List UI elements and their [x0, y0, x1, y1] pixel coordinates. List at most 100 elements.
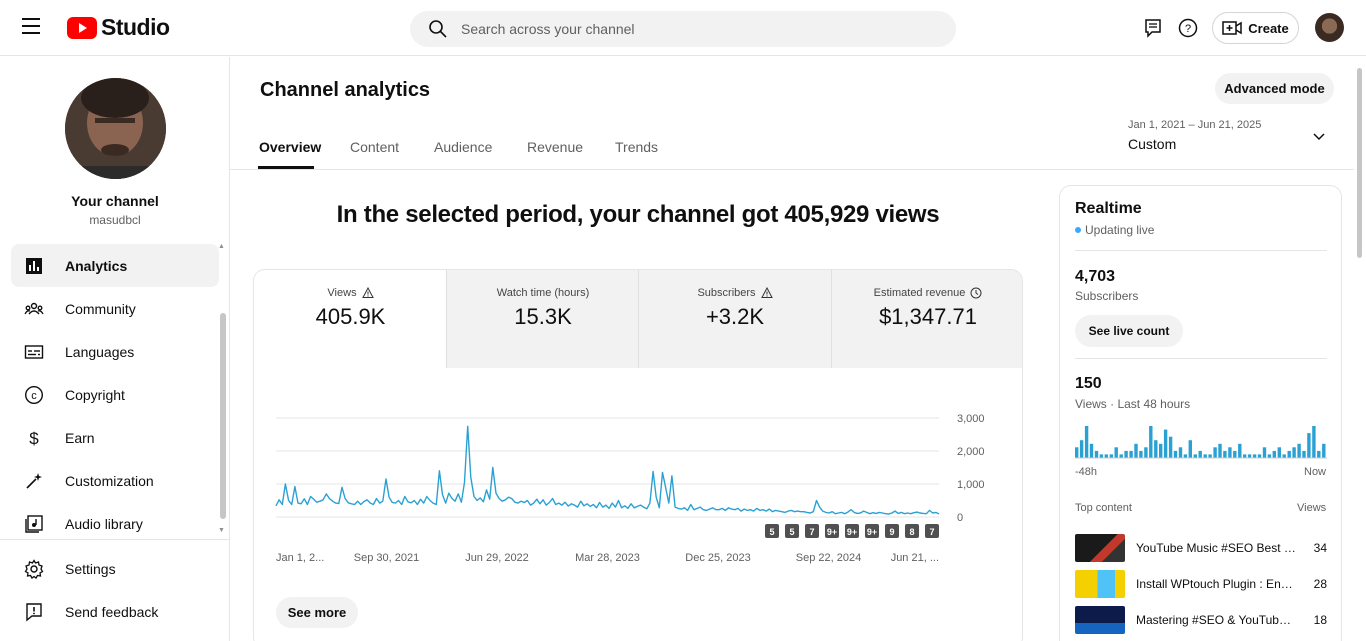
hamburger-menu-icon[interactable] [22, 18, 46, 38]
metric-views[interactable]: Views 405.9K [254, 270, 447, 368]
metric-subscribers[interactable]: Subscribers +3.2K [638, 270, 831, 368]
see-more-button[interactable]: See more [276, 597, 358, 628]
realtime-bar[interactable] [1312, 426, 1316, 458]
annotation-badge[interactable] [905, 524, 919, 538]
realtime-bar[interactable] [1084, 426, 1089, 458]
annotation-badge[interactable] [805, 524, 819, 538]
tab-revenue[interactable]: Revenue [527, 139, 584, 155]
realtime-bar[interactable] [1124, 450, 1128, 458]
realtime-bar[interactable] [1297, 443, 1301, 458]
realtime-bar[interactable] [1144, 447, 1148, 458]
realtime-bar[interactable] [1089, 443, 1094, 458]
top-content-item[interactable]: Mastering #SEO & YouTube Growth 18 [1075, 605, 1327, 635]
sidebar-item-settings[interactable]: Settings [11, 547, 219, 590]
realtime-bar[interactable] [1079, 440, 1084, 458]
realtime-bar[interactable] [1154, 440, 1158, 458]
tab-audience[interactable]: Audience [434, 139, 493, 155]
account-avatar[interactable] [1315, 13, 1344, 42]
realtime-bar[interactable] [1292, 447, 1296, 458]
top-content-item[interactable]: Install WPtouch Plugin : English 28 [1075, 569, 1327, 599]
sidebar-scrollbar[interactable] [220, 313, 226, 519]
annotation-badge[interactable] [765, 524, 779, 538]
search-bar[interactable]: Search across your channel [410, 11, 956, 47]
annotation-badge[interactable] [785, 524, 799, 538]
realtime-bar[interactable] [1322, 443, 1326, 458]
annotation-badge[interactable] [865, 524, 879, 538]
realtime-bar[interactable] [1307, 433, 1311, 458]
realtime-bar[interactable] [1114, 447, 1118, 458]
realtime-bar[interactable] [1228, 447, 1232, 458]
realtime-bar[interactable] [1267, 454, 1272, 458]
realtime-bar[interactable] [1238, 443, 1242, 458]
annotation-badge[interactable] [925, 524, 939, 538]
realtime-bar[interactable] [1188, 440, 1192, 458]
chevron-down-icon[interactable] [1311, 129, 1327, 150]
realtime-bar[interactable] [1213, 447, 1217, 458]
realtime-bar[interactable] [1282, 454, 1286, 458]
create-button[interactable]: Create [1212, 12, 1299, 44]
realtime-bar[interactable] [1272, 450, 1276, 458]
realtime-bar[interactable] [1159, 443, 1163, 458]
realtime-bar[interactable] [1104, 454, 1108, 458]
realtime-bar[interactable] [1094, 450, 1099, 458]
realtime-bar[interactable] [1168, 436, 1173, 458]
metric-watch-time[interactable]: Watch time (hours) 15.3K [446, 270, 639, 368]
annotation-badge[interactable] [825, 524, 839, 538]
tab-overview[interactable]: Overview [259, 139, 322, 155]
realtime-bar[interactable] [1119, 454, 1123, 458]
realtime-bar[interactable] [1203, 454, 1207, 458]
youtube-studio-logo[interactable]: Studio [67, 14, 170, 41]
search-input[interactable]: Search across your channel [461, 21, 635, 37]
sidebar-item-analytics[interactable]: Analytics [11, 244, 219, 287]
annotation-badge[interactable] [885, 524, 899, 538]
see-live-count-button[interactable]: See live count [1075, 315, 1183, 347]
realtime-bar[interactable] [1252, 454, 1257, 458]
realtime-bar[interactable] [1173, 450, 1178, 458]
date-range-text[interactable]: Jan 1, 2021 – Jun 21, 2025 [1128, 119, 1262, 131]
scroll-up-arrow[interactable]: ▲ [218, 243, 225, 250]
realtime-bar[interactable] [1218, 443, 1222, 458]
realtime-bar[interactable] [1233, 450, 1237, 458]
top-content-item[interactable]: YouTube Music #SEO Best Practices 34 [1075, 533, 1327, 563]
realtime-bar[interactable] [1198, 450, 1202, 458]
realtime-bar[interactable] [1099, 454, 1104, 458]
sidebar-item-send-feedback[interactable]: Send feedback [11, 590, 219, 633]
tab-content[interactable]: Content [350, 139, 400, 155]
realtime-bar-chart[interactable] [1075, 424, 1327, 460]
realtime-bar[interactable] [1163, 429, 1168, 458]
realtime-bar[interactable] [1262, 447, 1267, 458]
realtime-bar[interactable] [1247, 454, 1252, 458]
realtime-bar[interactable] [1223, 450, 1227, 458]
realtime-bar[interactable] [1257, 454, 1262, 458]
sidebar-item-copyright[interactable]: c Copyright [11, 373, 219, 416]
views-chart[interactable]: 3,000 2,000 1,000 0 Jan 1, 2... Sep 30, 2021 J… [254, 368, 1022, 568]
realtime-bar[interactable] [1109, 454, 1113, 458]
sidebar-item-customization[interactable]: Customization [11, 459, 219, 502]
realtime-bar[interactable] [1243, 454, 1247, 458]
realtime-bar[interactable] [1139, 450, 1143, 458]
sidebar-item-languages[interactable]: Languages [11, 330, 219, 373]
realtime-bar[interactable] [1134, 443, 1138, 458]
realtime-bar[interactable] [1317, 450, 1321, 458]
metric-estimated-revenue[interactable]: Estimated revenue $1,347.71 [831, 270, 1022, 368]
date-preset[interactable]: Custom [1128, 136, 1177, 152]
realtime-bar[interactable] [1208, 454, 1212, 458]
sidebar-item-earn[interactable]: $ Earn [11, 416, 219, 459]
sidebar-item-community[interactable]: Community [11, 287, 219, 330]
realtime-bar[interactable] [1075, 447, 1079, 458]
realtime-bar[interactable] [1129, 450, 1133, 458]
realtime-bar[interactable] [1178, 447, 1183, 458]
advanced-mode-button[interactable]: Advanced mode [1215, 73, 1334, 104]
channel-avatar[interactable] [65, 78, 166, 179]
realtime-bar[interactable] [1277, 447, 1281, 458]
annotation-badge[interactable] [845, 524, 859, 538]
scroll-down-arrow[interactable]: ▼ [218, 527, 225, 534]
channel-title[interactable]: Your channel [71, 193, 159, 209]
realtime-bar[interactable] [1302, 450, 1306, 458]
realtime-bar[interactable] [1193, 454, 1197, 458]
tab-trends[interactable]: Trends [615, 139, 659, 155]
realtime-bar[interactable] [1149, 426, 1153, 458]
main-scrollbar[interactable] [1357, 68, 1362, 258]
views-series-line[interactable] [275, 425, 940, 515]
feedback-notes-icon[interactable] [1141, 16, 1165, 40]
